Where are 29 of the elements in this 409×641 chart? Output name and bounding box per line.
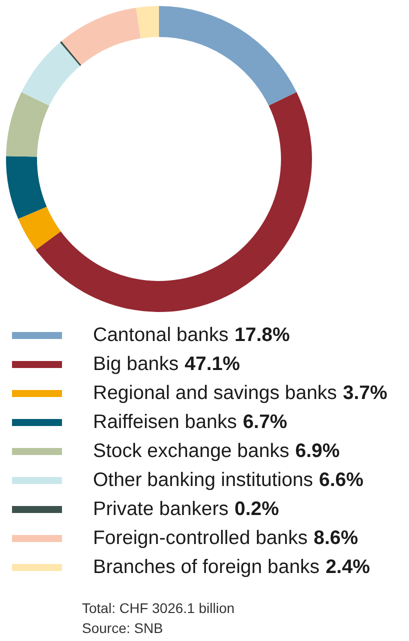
legend-label: Stock exchange banks: [93, 440, 290, 463]
donut-slice: [21, 42, 80, 106]
legend-label: Raiffeisen banks: [93, 411, 237, 434]
legend-label: Cantonal banks: [93, 324, 229, 347]
data-label: 0.2%: [234, 498, 279, 521]
legend-label: Private bankers: [93, 498, 228, 521]
donut-slice: [60, 41, 82, 66]
data-label: 6.7%: [242, 411, 288, 434]
data-label: 3.7%: [342, 382, 388, 405]
data-label: 8.6%: [314, 527, 358, 550]
data-label: 6.6%: [319, 469, 364, 492]
donut-slice: [61, 8, 141, 65]
donut-slice: [36, 92, 312, 312]
legend-label: Big banks: [93, 353, 179, 376]
legend-label: Other banking institutions: [93, 469, 314, 492]
legend-label: Regional and savings banks: [93, 382, 337, 405]
donut-slice: [159, 6, 297, 106]
donut-slice: [18, 206, 61, 250]
data-label: 2.4%: [326, 556, 370, 579]
donut-slice: [6, 156, 47, 219]
text: Total: CHF 3026.1 billion: [82, 599, 235, 618]
data-label: 47.1%: [184, 353, 240, 376]
donut-slice: [6, 92, 50, 157]
data-label: 17.8%: [234, 324, 290, 347]
legend-label: Branches of foreign banks: [93, 556, 320, 579]
data-label: 6.9%: [295, 440, 340, 463]
donut-slice: [136, 6, 159, 38]
legend-label: Foreign-controlled banks: [93, 527, 308, 550]
source-note: Source: SNB: [82, 619, 164, 638]
